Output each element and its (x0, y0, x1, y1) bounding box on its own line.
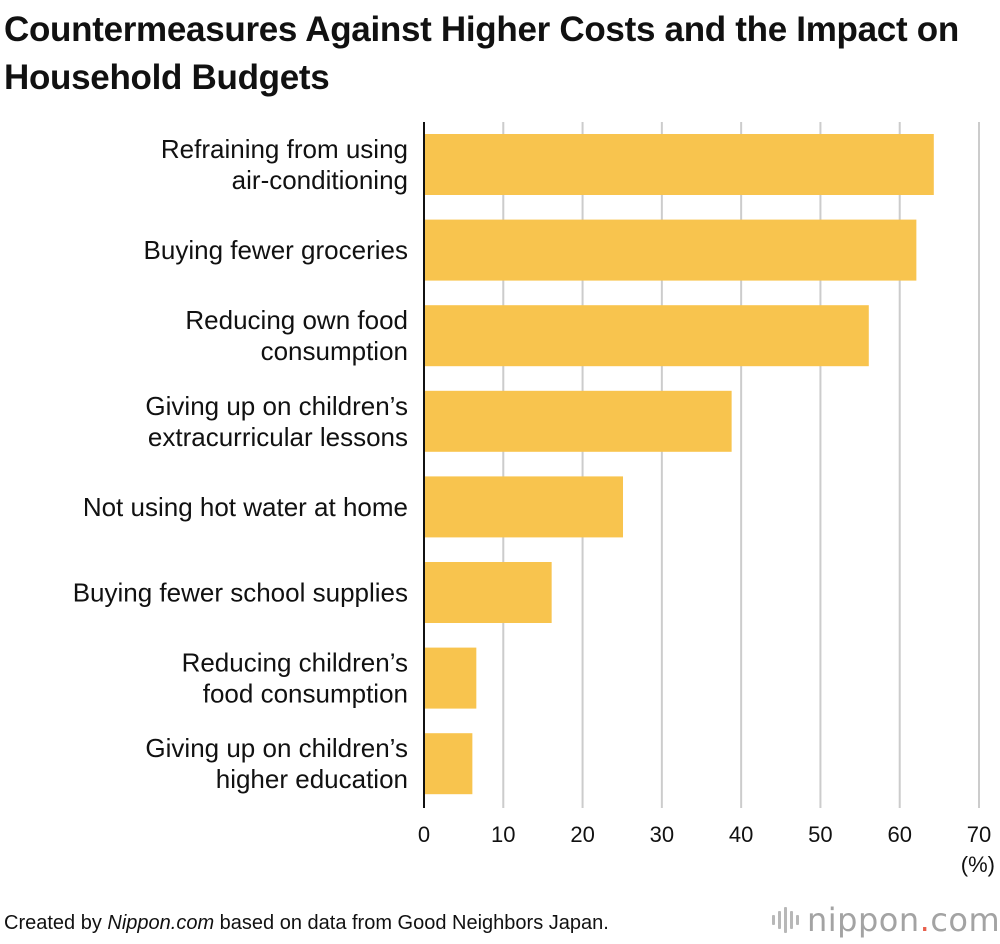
x-tick-label: 20 (570, 822, 594, 847)
category-label: Reducing own food (185, 305, 408, 335)
logo-text-right: com (930, 901, 1000, 939)
category-label: consumption (261, 336, 408, 366)
x-tick-label: 70 (967, 822, 991, 847)
x-axis-unit: (%) (961, 852, 995, 877)
bar (424, 134, 934, 195)
x-tick-label: 10 (491, 822, 515, 847)
credit-source-name: Nippon.com (107, 912, 215, 934)
category-label: higher education (216, 764, 408, 794)
source-credit: Created by Nippon.com based on data from… (4, 910, 609, 936)
x-tick-labels: 0 10 20 30 40 50 60 70 (418, 822, 991, 847)
x-tick-label: 30 (650, 822, 674, 847)
nippon-logo: nippon.com (772, 900, 1000, 940)
bar (424, 733, 473, 795)
category-label: extracurricular lessons (148, 422, 408, 452)
bar (424, 562, 552, 623)
bar (424, 305, 869, 367)
logo-dot: . (919, 901, 931, 939)
logo-text-left: nippon (807, 901, 920, 939)
category-label: Giving up on children’s (145, 391, 408, 421)
category-label: air-conditioning (232, 165, 408, 195)
x-tick-label: 60 (887, 822, 911, 847)
bar (424, 219, 917, 281)
category-label: Buying fewer groceries (144, 235, 408, 265)
credit-prefix: Created by (4, 912, 108, 934)
x-tick-label: 40 (729, 822, 753, 847)
bar (424, 647, 477, 709)
x-tick-label: 0 (418, 822, 430, 847)
bar (424, 476, 624, 538)
credit-suffix: based on data from Good Neighbors Japan. (214, 912, 609, 934)
chart-title: Countermeasures Against Higher Costs and… (4, 10, 959, 97)
logo-wordmark: nippon.com (807, 901, 1000, 939)
category-label: Buying fewer school supplies (73, 578, 408, 608)
bars (424, 134, 934, 795)
x-tick-label: 50 (808, 822, 832, 847)
category-label: food consumption (203, 679, 408, 709)
bar (424, 390, 732, 452)
category-label: Reducing children’s (182, 648, 408, 678)
nippon-sound-wave-icon (772, 907, 799, 933)
category-label: Not using hot water at home (83, 492, 408, 522)
category-label: Refraining from using (161, 134, 408, 164)
category-label: Giving up on children’s (145, 733, 408, 763)
